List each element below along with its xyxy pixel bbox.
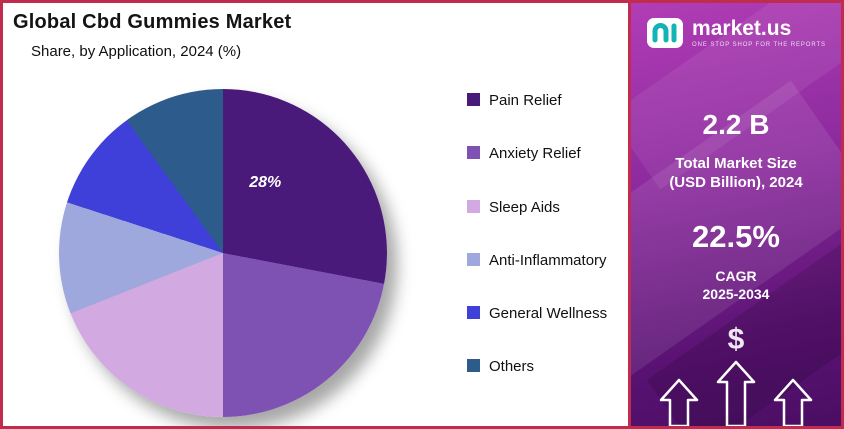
legend-swatch-icon bbox=[467, 146, 480, 160]
market-size-label: Total Market Size (USD Billion), 2024 bbox=[631, 155, 841, 193]
cagr-label-line2: 2025-2034 bbox=[702, 286, 770, 303]
legend-swatch-icon bbox=[467, 306, 480, 319]
pie-chart-area: 28% bbox=[59, 89, 387, 417]
legend-label: Anti-Inflammatory bbox=[489, 251, 607, 269]
legend-label: Anxiety Relief bbox=[489, 145, 581, 163]
legend-item: Anti-Inflammatory bbox=[467, 251, 607, 271]
market-size-label-line1: Total Market Size bbox=[675, 155, 797, 172]
sidebar: market.us ONE STOP SHOP FOR THE REPORTS … bbox=[628, 3, 841, 426]
legend-item: Anxiety Relief bbox=[467, 144, 607, 164]
legend-label: Pain Relief bbox=[489, 92, 562, 109]
legend-item: Pain Relief bbox=[467, 91, 607, 111]
cagr-label: CAGR 2025-2034 bbox=[631, 267, 841, 303]
market-size-label-line2: (USD Billion), 2024 bbox=[669, 173, 803, 191]
legend-item: Sleep Aids bbox=[467, 198, 607, 218]
legend-label: Sleep Aids bbox=[489, 198, 560, 216]
logo-text: market.us bbox=[692, 17, 792, 40]
growth-arrows-icon bbox=[659, 360, 813, 426]
dollar-icon: $ bbox=[727, 323, 745, 356]
cagr-value: 22.5% bbox=[692, 219, 780, 254]
marketus-logo: market.us ONE STOP SHOP FOR THE REPORTS bbox=[631, 17, 841, 49]
legend-swatch-icon bbox=[467, 252, 480, 266]
cagr-label-line1: CAGR bbox=[715, 268, 757, 284]
pie-slice-label: 28% bbox=[249, 174, 282, 192]
legend-swatch-icon bbox=[467, 199, 480, 213]
logo-tagline: ONE STOP SHOP FOR THE REPORTS bbox=[692, 42, 826, 48]
chart-subtitle: Share, by Application, 2024 (%) bbox=[31, 43, 242, 60]
chart-panel: Global Cbd Gummies Market Share, by Appl… bbox=[3, 3, 628, 426]
legend-item: General Wellness bbox=[467, 304, 607, 324]
legend-swatch-icon bbox=[467, 93, 480, 106]
legend-item: Others bbox=[467, 357, 607, 377]
legend-label: Others bbox=[489, 358, 535, 376]
page-title: Global Cbd Gummies Market bbox=[13, 11, 292, 33]
marketus-logo-icon bbox=[647, 18, 684, 48]
legend-label: General Wellness bbox=[489, 305, 608, 322]
legend-swatch-icon bbox=[467, 359, 480, 373]
logo-text-block: market.us ONE STOP SHOP FOR THE REPORTS bbox=[692, 18, 826, 48]
pie-chart bbox=[59, 89, 387, 417]
legend: Pain Relief Anxiety Relief Sleep Aids An… bbox=[467, 91, 607, 378]
market-size-value: 2.2 B bbox=[702, 109, 770, 140]
